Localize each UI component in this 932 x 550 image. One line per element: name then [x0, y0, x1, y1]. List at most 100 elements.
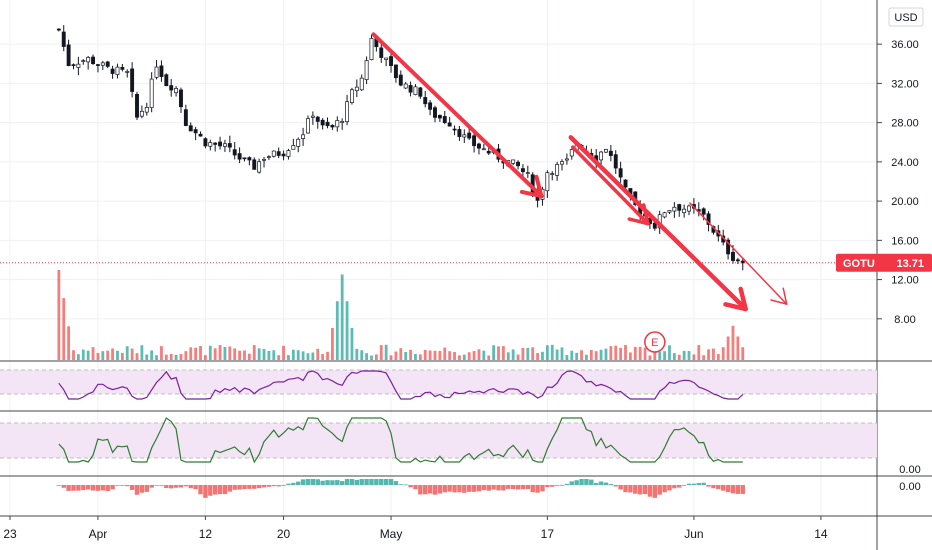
earnings-circle[interactable]: [644, 331, 666, 353]
volume-bar: [125, 346, 129, 360]
macd-bar: [271, 485, 276, 487]
earnings-marker[interactable]: E: [644, 331, 666, 353]
trend-arrow-shaft[interactable]: [689, 202, 788, 305]
macd-bar: [628, 485, 633, 493]
candle-body: [257, 161, 262, 173]
macd-bar: [169, 485, 174, 489]
macd-bar: [506, 485, 511, 489]
macd-bar: [525, 485, 531, 489]
volume-bar: [731, 325, 735, 360]
macd-bar: [85, 485, 91, 490]
date-tick-label: Jun: [684, 527, 703, 541]
rsi-line: [58, 370, 744, 400]
macd-bar: [252, 485, 257, 489]
candle-body: [315, 116, 320, 122]
macd-bar: [452, 485, 457, 493]
candle-body: [511, 159, 516, 164]
volume-bar: [76, 354, 80, 360]
macd-bar: [476, 485, 482, 492]
candle-body: [350, 89, 354, 103]
price-axis[interactable]: USD 36.00 32.00 28.00 24.00 20.00 16.00 12.00 8…: [877, 7, 924, 326]
candle-body: [706, 213, 711, 225]
volume-bar: [648, 355, 652, 360]
volume-bar: [365, 353, 369, 360]
volume-bar: [326, 351, 329, 360]
macd-bar: [530, 485, 535, 493]
price-tick-label: 32.00: [891, 78, 919, 90]
volume-bar: [360, 350, 364, 360]
candle-body: [266, 156, 271, 159]
macd-bar: [212, 485, 218, 495]
trend-arrow-head: [770, 287, 788, 305]
volume-bar: [291, 349, 295, 360]
macd-bar: [623, 485, 628, 493]
candle-body: [735, 259, 740, 262]
macd-bar: [276, 485, 281, 487]
macd-bar: [535, 485, 540, 493]
volume-bar: [91, 347, 95, 360]
candle-body: [623, 179, 628, 188]
macd-bar: [466, 485, 472, 492]
macd-bar: [486, 485, 491, 491]
candle-body: [418, 87, 423, 97]
candle-body: [281, 153, 286, 157]
candle-body: [296, 138, 301, 147]
macd-bar: [134, 485, 140, 495]
candle-body: [677, 204, 682, 211]
candlestick-series[interactable]: [56, 25, 745, 271]
candle-body: [359, 77, 364, 91]
volume-bar: [726, 336, 730, 360]
macd-bar: [491, 485, 496, 490]
macd-bar: [364, 479, 369, 485]
trend-arrow-shaft[interactable]: [568, 135, 748, 312]
candle-body: [164, 74, 169, 87]
candle-body: [457, 129, 462, 137]
volume-bar: [370, 355, 373, 360]
volume-bar: [335, 301, 339, 360]
time-axis[interactable]: 23 Apr 12 20 May 17 Jun 14: [3, 516, 828, 541]
volume-bar: [81, 349, 85, 360]
macd-bar: [603, 482, 609, 485]
trend-arrows[interactable]: [371, 32, 788, 312]
volume-bar: [301, 351, 305, 360]
macd-bar: [110, 485, 115, 490]
volume-bar: [340, 274, 344, 360]
macd-bar: [178, 485, 184, 488]
volume-bar: [521, 348, 525, 360]
macd-bar: [188, 485, 193, 489]
macd-bar: [66, 485, 71, 491]
macd-bar: [598, 481, 604, 485]
volume-bar: [492, 345, 496, 360]
trend-arrow-shaft[interactable]: [571, 145, 650, 226]
volume-bar: [116, 350, 119, 360]
macd-bar: [691, 483, 697, 485]
volume-bar: [238, 350, 241, 360]
price-tick-label: 28.00: [891, 118, 919, 130]
macd-bar: [398, 484, 403, 486]
volume-bar: [467, 352, 471, 360]
volume-bar: [355, 348, 359, 360]
candle-body: [247, 157, 252, 161]
volume-bar: [130, 348, 134, 360]
macd-bar: [344, 479, 350, 485]
volume-bar: [306, 353, 310, 360]
volume-bar: [497, 346, 500, 360]
volume-bar: [472, 351, 476, 360]
macd-bar: [481, 485, 487, 491]
volume-bar: [72, 350, 75, 360]
macd-bar: [105, 485, 110, 492]
candle-body: [222, 143, 227, 147]
volume-bar: [179, 354, 183, 360]
macd-bar: [403, 484, 408, 486]
volume-bar: [379, 345, 383, 360]
macd-bar: [193, 485, 198, 490]
macd-bar: [594, 483, 599, 485]
stoch-band: [0, 423, 877, 458]
macd-bar: [662, 485, 667, 493]
volume-bar: [487, 355, 491, 360]
price-tick-label: 16.00: [891, 235, 919, 247]
trend-arrow-shaft[interactable]: [371, 32, 544, 199]
volume-bar: [550, 344, 554, 360]
volume-bar: [458, 355, 461, 360]
